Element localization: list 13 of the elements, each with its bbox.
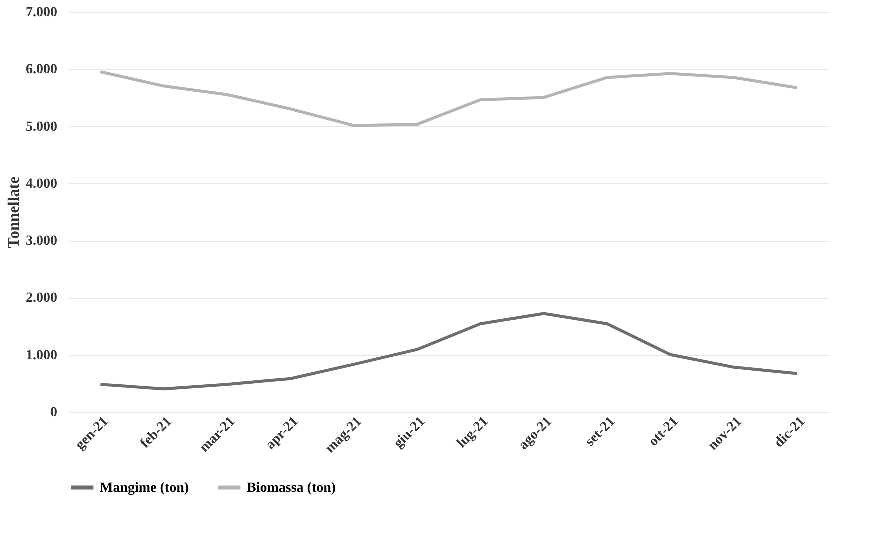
y-tick-label: 6.000: [26, 62, 58, 78]
line-series: [99, 312, 799, 391]
legend-label: Biomassa (ton): [247, 480, 336, 496]
y-tick-label: 2.000: [26, 291, 58, 306]
y-tick-label: 7.000: [26, 6, 58, 20]
y-tick-label: 3.000: [26, 234, 58, 250]
y-tick-label: 4.000: [26, 176, 58, 192]
y-axis-title: Tonnellate: [6, 176, 23, 248]
legend-label: Mangime (ton): [100, 480, 190, 496]
y-tick-label: 5.000: [26, 120, 58, 135]
line-series: [99, 70, 799, 128]
y-tick-label: 1.000: [26, 348, 58, 364]
y-tick-label: 0: [50, 406, 58, 420]
